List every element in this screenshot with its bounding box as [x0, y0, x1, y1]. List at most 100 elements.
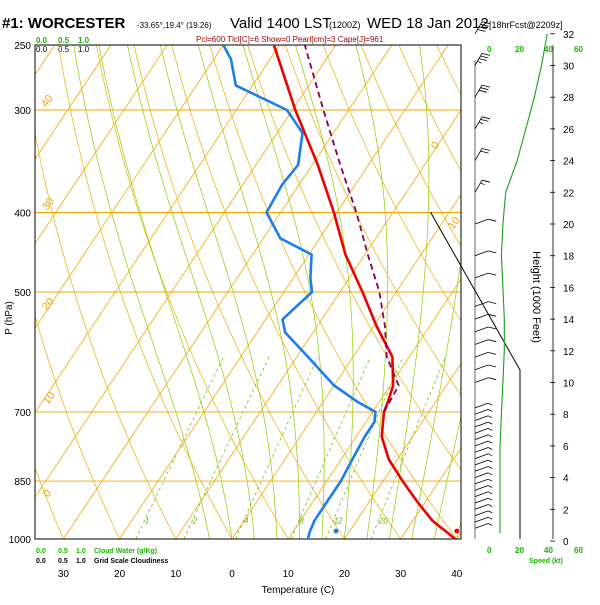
wind-barb-staff-segment — [475, 505, 488, 510]
wind-barb-feather — [479, 59, 487, 61]
wind-barb-feather — [488, 416, 492, 418]
wind-barb — [475, 273, 496, 278]
station-coords: -33.65°,19.4° (19.26) — [137, 21, 212, 30]
wind-barb — [475, 352, 496, 357]
wind-barb-staff-segment — [475, 327, 488, 332]
wind-barb-feather — [488, 409, 492, 411]
height-tick-label: 0 — [563, 537, 569, 548]
bottom-speed-20: 20 — [515, 546, 524, 555]
top-cloud-scale-0: 0.0 — [36, 36, 48, 45]
wind-barb-feather — [481, 56, 489, 58]
height-tick-label: 12 — [563, 347, 575, 358]
wind-barb-feather — [482, 149, 490, 151]
wind-barb — [475, 517, 492, 522]
wind-barb — [475, 327, 496, 332]
wind-barb — [475, 85, 490, 97]
wind-barb — [475, 505, 492, 510]
cloud-water-title: Cloud Water (g/Kg) — [94, 548, 157, 555]
wind-barb — [475, 479, 492, 484]
wind-barb-staff-segment — [475, 403, 488, 408]
height-tick-label: 6 — [563, 442, 569, 453]
wind-barb-feather — [488, 273, 496, 275]
wind-barb-staff-segment — [475, 180, 482, 192]
wind-barb-feather — [481, 151, 489, 153]
right-axis-title: Height (1000 Feet) — [530, 251, 542, 343]
isotherm — [513, 45, 600, 539]
wind-barb — [475, 378, 496, 383]
wind-barb-staff-segment — [475, 517, 488, 522]
top-speed-0: 0 — [487, 45, 492, 54]
height-tick-label: 22 — [563, 188, 575, 199]
wind-barb-feather — [488, 327, 496, 329]
wind-barb-staff-segment — [475, 467, 488, 472]
wind-barb-feather — [488, 302, 496, 304]
top-speed-scale: 0 20 40 60 — [487, 45, 583, 54]
wind-barb-feather — [482, 85, 490, 87]
bottom-speed-40: 40 — [544, 546, 553, 555]
wind-barb-staff-segment — [475, 454, 488, 459]
mixing-ratio-label: 12 — [334, 517, 343, 526]
grid-cloud-title: Grid Scale Cloudiness — [94, 558, 168, 565]
y-axis-title: P (hPa) — [4, 301, 15, 335]
wind-barb-staff-segment — [475, 460, 488, 465]
top-cloud-scale-2: 1.0 — [78, 36, 90, 45]
dry-adiabat — [550, 45, 600, 539]
height-tick-label: 28 — [563, 93, 575, 104]
valid-date: WED 18 Jan 2012 — [367, 15, 489, 32]
top-speed-20: 20 — [515, 45, 524, 54]
wind-barb — [475, 473, 492, 478]
wind-barb-staff-segment — [475, 492, 488, 497]
wind-barb-staff-segment — [475, 524, 488, 529]
cloud-water-tick-0: 0.0 — [36, 548, 46, 555]
wind-barb-staff-segment — [475, 365, 488, 370]
wind-barb-staff-segment — [475, 479, 488, 484]
surface-dewpoint-point — [334, 529, 339, 534]
temperature-tick-label: 20 — [114, 569, 126, 580]
pressure-tick-label: 250 — [14, 41, 31, 52]
height-tick-label: 8 — [563, 410, 569, 421]
wind-barb-staff-segment — [475, 448, 488, 453]
forecast-label: [18hrFcst@2209z] — [489, 20, 563, 30]
cloud-water-tick-2: 1.0 — [76, 548, 86, 555]
height-tick-label: 32 — [563, 30, 575, 41]
pressure-tick-label: 400 — [14, 209, 31, 220]
bottom-scales: 0.0 0.5 1.0 Cloud Water (g/Kg) 0.0 0.5 1… — [36, 546, 583, 565]
temperature-tick-label: 20 — [339, 569, 351, 580]
wind-barb-staff-segment — [475, 251, 488, 256]
mixing-ratio-line — [184, 357, 269, 539]
wind-barb-feather — [488, 454, 492, 456]
mixing-ratio-label: 1 — [145, 517, 149, 526]
wind-barb-staff-segment — [475, 428, 488, 433]
temperature-tick-label: 10 — [170, 569, 182, 580]
wind-barb — [475, 428, 492, 433]
height-tick-label: 4 — [563, 474, 569, 485]
wind-barb-staff-segment — [475, 340, 488, 345]
wind-barb-feather — [488, 498, 492, 500]
temperature-tick-label: 10 — [283, 569, 295, 580]
speed-scale-title: Speed (kt) — [529, 558, 563, 565]
wind-barb-staff-segment — [475, 273, 488, 278]
wind-barb-staff-segment — [475, 473, 488, 478]
wind-barb-feather — [488, 467, 492, 469]
wind-barb-staff-segment — [475, 416, 488, 421]
wind-barb — [475, 416, 492, 421]
station-title: #1: WORCESTER — [2, 15, 126, 32]
wind-barb-staff-segment — [475, 511, 488, 516]
wind-barb-feather — [488, 340, 496, 342]
top-grid-scale-2: 1.0 — [78, 45, 90, 54]
wind-barb — [475, 422, 492, 427]
wind-barb — [475, 511, 492, 516]
top-speed-60: 60 — [574, 45, 583, 54]
wind-barb-feather — [478, 61, 482, 63]
wind-barb-feather — [488, 441, 492, 443]
wind-barb-staff-segment — [475, 219, 488, 224]
wind-barb-feather — [488, 505, 492, 507]
temperature-tick-label: 30 — [395, 569, 407, 580]
mixing-ratio-label: 2 — [192, 517, 198, 526]
wind-barb — [475, 454, 492, 459]
isotherm-label: 30 — [504, 318, 521, 335]
isotherm-label: 40 — [39, 93, 56, 110]
valid-time: Valid 1400 LST — [230, 15, 331, 32]
